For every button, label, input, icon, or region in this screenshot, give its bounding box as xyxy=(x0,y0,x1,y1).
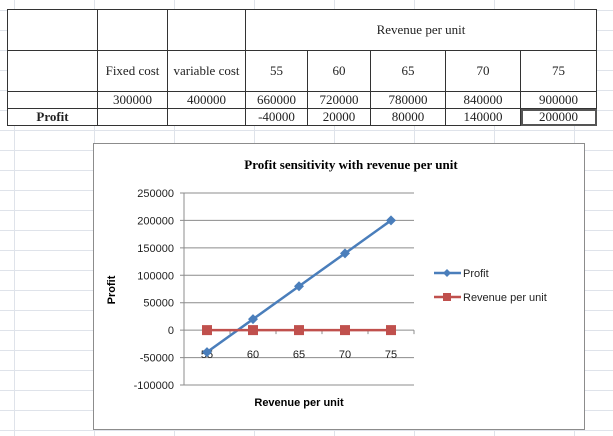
col-header[interactable]: 65 xyxy=(370,50,446,92)
cell[interactable]: 140000 xyxy=(445,108,521,126)
selected-cell[interactable]: 200000 xyxy=(520,108,597,126)
legend-label: Profit xyxy=(463,268,489,280)
y-tick-label: 100000 xyxy=(137,270,174,282)
cell[interactable]: 780000 xyxy=(370,91,446,109)
chart-svg: Profit sensitivity with revenue per unit… xyxy=(106,157,547,409)
cell[interactable]: 300000 xyxy=(97,91,168,109)
cell[interactable] xyxy=(167,9,246,51)
data-point xyxy=(248,325,258,336)
data-point xyxy=(386,215,396,226)
y-axis-label: Profit xyxy=(106,275,118,304)
col-header[interactable]: variable cost xyxy=(167,50,246,92)
y-tick-label: 200000 xyxy=(137,215,174,227)
data-point xyxy=(202,325,212,336)
y-tick-label: 0 xyxy=(168,325,174,337)
x-tick-label: 75 xyxy=(385,349,397,361)
cell[interactable]: 900000 xyxy=(520,91,597,109)
data-point xyxy=(340,248,350,259)
cell[interactable] xyxy=(7,91,98,109)
col-header[interactable]: 75 xyxy=(520,50,597,92)
y-tick-label: 250000 xyxy=(137,188,174,200)
y-tick-label: -50000 xyxy=(140,353,174,365)
col-header[interactable]: 60 xyxy=(307,50,371,92)
legend-marker-square-icon xyxy=(443,293,451,301)
col-header[interactable]: 70 xyxy=(445,50,521,92)
x-axis-label: Revenue per unit xyxy=(254,397,344,409)
x-tick-label: 70 xyxy=(339,349,351,361)
legend-label: Revenue per unit xyxy=(463,292,547,304)
table-row: Revenue per unit xyxy=(7,9,597,51)
cell[interactable]: 840000 xyxy=(445,91,521,109)
cell[interactable] xyxy=(7,9,98,51)
y-tick-label: 150000 xyxy=(137,243,174,255)
y-tick-label: -100000 xyxy=(134,380,174,392)
cell[interactable]: 660000 xyxy=(245,91,308,109)
x-tick-label: 60 xyxy=(247,349,259,361)
chart[interactable]: Profit sensitivity with revenue per unit… xyxy=(93,143,585,430)
profit-label[interactable]: Profit xyxy=(7,108,98,126)
col-header[interactable]: 55 xyxy=(245,50,308,92)
x-tick-label: 65 xyxy=(293,349,305,361)
col-header[interactable]: Fixed cost xyxy=(97,50,168,92)
table-row: Profit -40000 20000 80000 140000 200000 xyxy=(7,108,597,126)
data-point xyxy=(202,347,212,358)
data-point xyxy=(294,325,304,336)
data-point xyxy=(386,325,396,336)
cell[interactable]: -40000 xyxy=(245,108,308,126)
data-point xyxy=(248,314,258,325)
data-point xyxy=(340,325,350,336)
cell[interactable] xyxy=(167,108,246,126)
cell[interactable]: 20000 xyxy=(307,108,371,126)
cell[interactable]: 80000 xyxy=(370,108,446,126)
cell[interactable]: 720000 xyxy=(307,91,371,109)
table-row: 300000 400000 660000 720000 780000 84000… xyxy=(7,91,597,109)
chart-title: Profit sensitivity with revenue per unit xyxy=(244,157,458,172)
cell[interactable] xyxy=(7,50,98,92)
legend-marker-diamond-icon xyxy=(443,269,451,277)
data-table: Revenue per unit Fixed cost variable cos… xyxy=(7,9,597,126)
y-tick-label: 50000 xyxy=(143,298,174,310)
data-point xyxy=(294,281,304,292)
cell[interactable]: 400000 xyxy=(167,91,246,109)
cell[interactable] xyxy=(97,9,168,51)
table-row: Fixed cost variable cost 55 60 65 70 75 xyxy=(7,50,597,92)
cell[interactable] xyxy=(97,108,168,126)
revenue-header[interactable]: Revenue per unit xyxy=(245,9,597,51)
